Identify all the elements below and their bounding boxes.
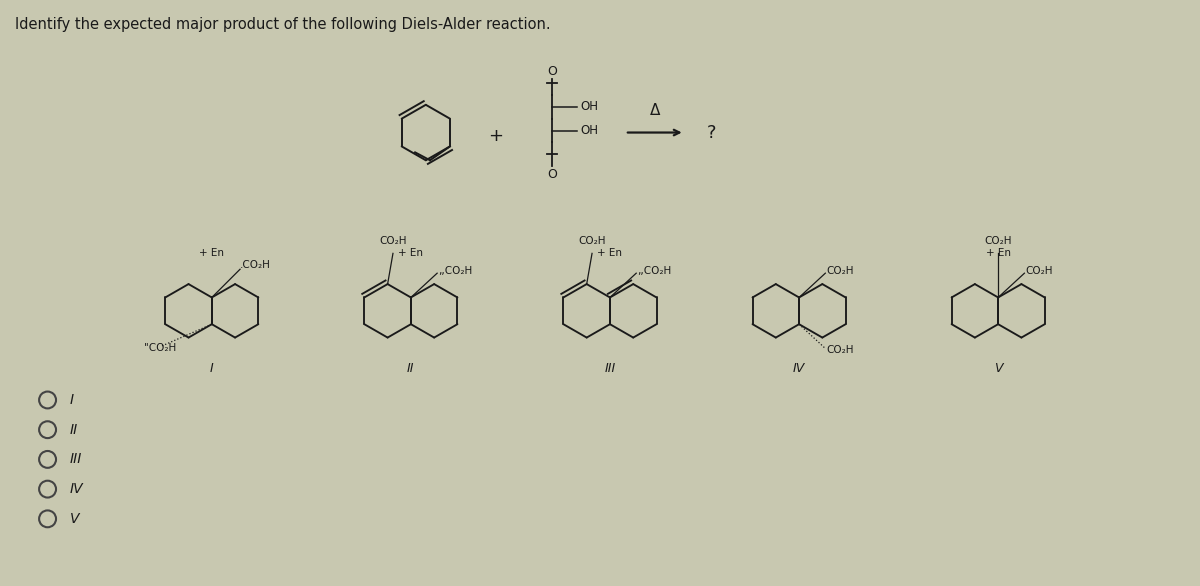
Text: IV: IV [70, 482, 83, 496]
Text: II: II [407, 362, 415, 375]
Text: + En: + En [598, 248, 623, 258]
Text: V: V [70, 512, 79, 526]
Text: Δ: Δ [649, 103, 660, 118]
Text: O: O [547, 168, 557, 180]
Text: OH: OH [580, 124, 598, 137]
Text: III: III [70, 452, 82, 466]
Text: "CO₂H: "CO₂H [144, 343, 176, 353]
Text: CO₂H: CO₂H [578, 236, 606, 247]
Text: Identify the expected major product of the following Diels-Alder reaction.: Identify the expected major product of t… [14, 16, 551, 32]
Text: OH: OH [580, 100, 598, 113]
Text: IV: IV [793, 362, 805, 375]
Text: II: II [70, 423, 78, 437]
Text: CO₂H: CO₂H [1026, 266, 1052, 276]
Text: I: I [210, 362, 214, 375]
Text: + En: + En [199, 248, 224, 258]
Text: III: III [605, 362, 616, 375]
Text: CO₂H: CO₂H [379, 236, 407, 247]
Text: V: V [994, 362, 1002, 375]
Text: + En: + En [985, 248, 1010, 258]
Text: ,,CO₂H: ,,CO₂H [438, 266, 473, 276]
Text: CO₂H: CO₂H [984, 236, 1012, 247]
Text: +: + [488, 128, 503, 145]
Text: CO₂H: CO₂H [827, 346, 854, 356]
Text: + En: + En [398, 248, 424, 258]
Text: I: I [70, 393, 73, 407]
Text: ?: ? [707, 124, 716, 142]
Text: .CO₂H: .CO₂H [240, 260, 271, 270]
Text: ,,CO₂H: ,,CO₂H [637, 266, 672, 276]
Text: O: O [547, 64, 557, 77]
Text: CO₂H: CO₂H [827, 266, 854, 276]
